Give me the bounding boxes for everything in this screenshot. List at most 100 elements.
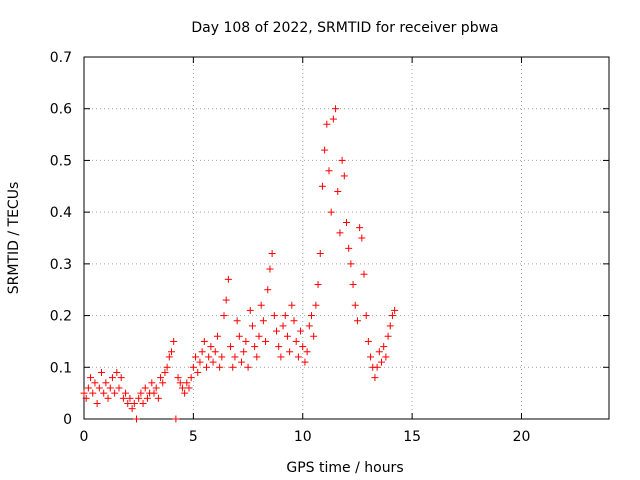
data-point <box>159 379 167 387</box>
data-point <box>268 250 276 258</box>
data-point <box>163 363 171 371</box>
data-point <box>275 343 283 351</box>
data-point <box>117 374 125 382</box>
data-point <box>305 322 313 330</box>
data-point <box>384 332 392 340</box>
data-point <box>152 384 160 392</box>
data-point <box>378 358 385 366</box>
x-tick-label: 15 <box>403 429 421 445</box>
data-point <box>314 281 322 289</box>
data-point <box>329 115 337 123</box>
data-point <box>253 353 261 361</box>
y-axis-title: SRMTID / TECUs <box>6 182 22 295</box>
data-point <box>332 105 340 113</box>
data-point <box>126 394 134 402</box>
data-point <box>143 394 151 402</box>
data-point <box>382 353 390 361</box>
data-point <box>292 337 300 345</box>
data-point <box>290 317 298 325</box>
data-point <box>340 172 348 180</box>
data-point <box>91 379 99 387</box>
data-point <box>189 363 197 371</box>
y-tick-label: 0.7 <box>50 50 72 66</box>
data-point <box>207 343 215 351</box>
data-point <box>246 306 254 314</box>
y-tick-label: 0.4 <box>50 205 72 221</box>
data-point <box>106 384 114 392</box>
data-point <box>388 312 396 320</box>
data-point <box>154 394 162 402</box>
data-point <box>240 348 248 356</box>
data-point <box>100 389 108 397</box>
data-point <box>351 301 359 309</box>
data-point <box>321 146 329 154</box>
data-point <box>89 389 97 397</box>
data-point <box>111 389 119 397</box>
data-point <box>343 218 350 226</box>
ticks-layer: 0 5 10 15 20 0 0.1 0.2 0.3 0.4 0.5 0.6 0.7 <box>50 50 609 445</box>
x-tick-label: 10 <box>294 429 312 445</box>
data-point <box>102 379 110 387</box>
data-point <box>318 182 326 190</box>
data-point <box>213 332 221 340</box>
data-point <box>187 374 195 382</box>
data-point <box>205 353 213 361</box>
data-point <box>220 312 228 320</box>
data-point <box>209 358 217 366</box>
data-point <box>203 363 210 371</box>
grid-layer <box>84 57 609 419</box>
data-point <box>279 322 287 330</box>
data-point <box>338 156 346 164</box>
data-point <box>325 167 333 175</box>
data-point <box>238 358 245 366</box>
data-point <box>148 379 156 387</box>
x-tick-label: 5 <box>189 429 198 445</box>
x-tick-label: 20 <box>513 429 531 445</box>
data-point <box>371 374 379 382</box>
x-axis-title: GPS time / hours <box>286 460 403 476</box>
data-point <box>192 353 200 361</box>
data-point <box>82 394 90 402</box>
data-point <box>198 348 206 356</box>
data-point <box>194 368 202 376</box>
data-point <box>364 337 372 345</box>
data-point <box>157 374 165 382</box>
data-point <box>294 353 302 361</box>
data-point <box>255 332 263 340</box>
data-point <box>375 348 383 356</box>
data-point <box>183 379 191 387</box>
data-point <box>227 343 235 351</box>
data-point <box>251 343 259 351</box>
data-point <box>283 332 291 340</box>
data-point <box>124 399 132 407</box>
data-point <box>303 348 311 356</box>
data-point <box>310 332 318 340</box>
data-point <box>345 244 353 252</box>
data-point <box>168 348 175 356</box>
data-point <box>174 374 182 382</box>
data-point <box>336 229 344 237</box>
data-point <box>231 353 239 361</box>
data-point <box>244 363 252 371</box>
data-point <box>224 275 232 283</box>
data-point <box>257 301 265 309</box>
data-point <box>373 363 381 371</box>
data-point <box>218 353 226 361</box>
data-point <box>80 389 88 397</box>
data-point <box>104 394 112 402</box>
chart-title: Day 108 of 2022, SRMTID for receiver pbw… <box>191 20 498 36</box>
data-point <box>299 343 307 351</box>
x-tick-label: 0 <box>80 429 89 445</box>
data-point <box>235 332 243 340</box>
data-point <box>270 312 278 320</box>
data-point <box>259 317 267 325</box>
data-point <box>323 120 331 128</box>
data-point <box>216 363 224 371</box>
data-point <box>178 384 186 392</box>
data-point <box>135 394 143 402</box>
data-point <box>367 353 375 361</box>
data-point <box>137 389 145 397</box>
data-point <box>273 327 280 335</box>
y-tick-label: 0.5 <box>50 153 72 169</box>
data-point <box>115 384 123 392</box>
